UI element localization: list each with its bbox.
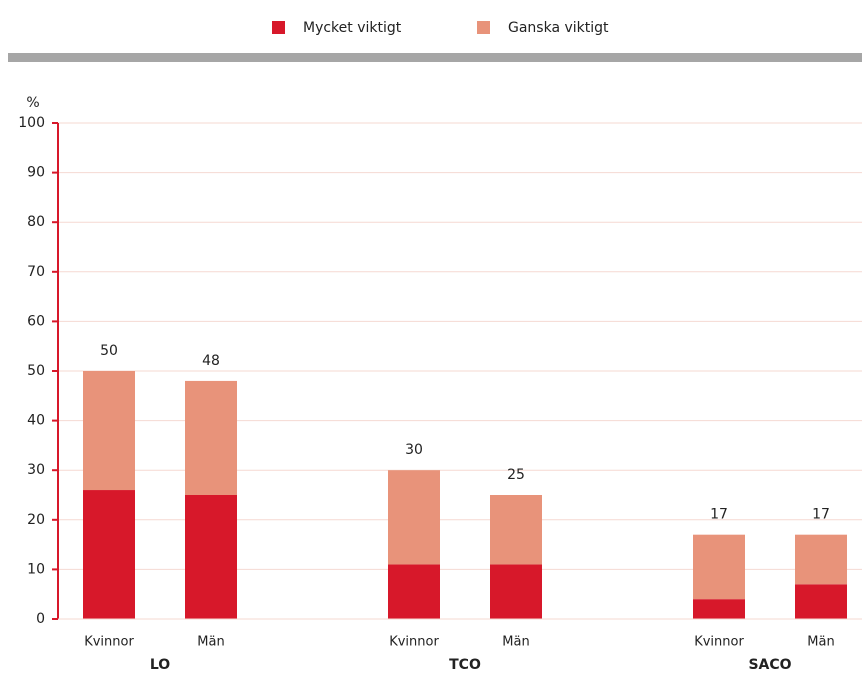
bar-segment <box>83 371 135 491</box>
y-tick-label: 70 <box>27 264 45 280</box>
y-tick-label: 100 <box>18 115 45 131</box>
bar-segment <box>388 470 440 565</box>
legend-label: Ganska viktigt <box>508 20 609 36</box>
y-tick-label: 40 <box>27 413 45 429</box>
y-tick-label: 0 <box>36 611 45 627</box>
separator-band <box>8 53 862 62</box>
legend-swatch <box>272 21 285 34</box>
y-axis-label: % <box>26 95 39 111</box>
total-label: 17 <box>812 507 830 523</box>
bar-segment <box>490 495 542 565</box>
y-tick-label: 30 <box>27 462 45 478</box>
y-tick-label: 10 <box>27 561 45 577</box>
x-tick-label: Kvinnor <box>84 635 134 650</box>
bar-segment <box>693 599 745 619</box>
group-label: TCO <box>449 657 481 673</box>
group-label: SACO <box>748 657 791 673</box>
bar-segment <box>795 534 847 585</box>
bar-segment <box>185 380 237 495</box>
legend-swatch <box>477 21 490 34</box>
x-tick-label: Män <box>502 635 529 650</box>
bar-segment <box>693 534 745 600</box>
y-tick-label: 90 <box>27 165 45 181</box>
total-label: 48 <box>202 353 220 369</box>
y-tick-label: 80 <box>27 214 45 230</box>
group-label: LO <box>150 657 170 673</box>
bar-segment <box>490 564 542 619</box>
total-label: 50 <box>100 343 118 359</box>
x-tick-label: Kvinnor <box>389 635 439 650</box>
x-tick-label: Män <box>807 635 834 650</box>
bar-segment <box>388 564 440 619</box>
y-tick-label: 60 <box>27 313 45 329</box>
y-tick-label: 50 <box>27 363 45 379</box>
total-label: 25 <box>507 467 525 483</box>
bar-segment <box>185 495 237 619</box>
y-tick-label: 20 <box>27 512 45 528</box>
bar-segment <box>83 490 135 619</box>
x-tick-label: Män <box>197 635 224 650</box>
legend-label: Mycket viktigt <box>303 20 402 36</box>
total-label: 30 <box>405 442 423 458</box>
x-tick-label: Kvinnor <box>694 635 744 650</box>
total-label: 17 <box>710 507 728 523</box>
bar-segment <box>795 584 847 619</box>
